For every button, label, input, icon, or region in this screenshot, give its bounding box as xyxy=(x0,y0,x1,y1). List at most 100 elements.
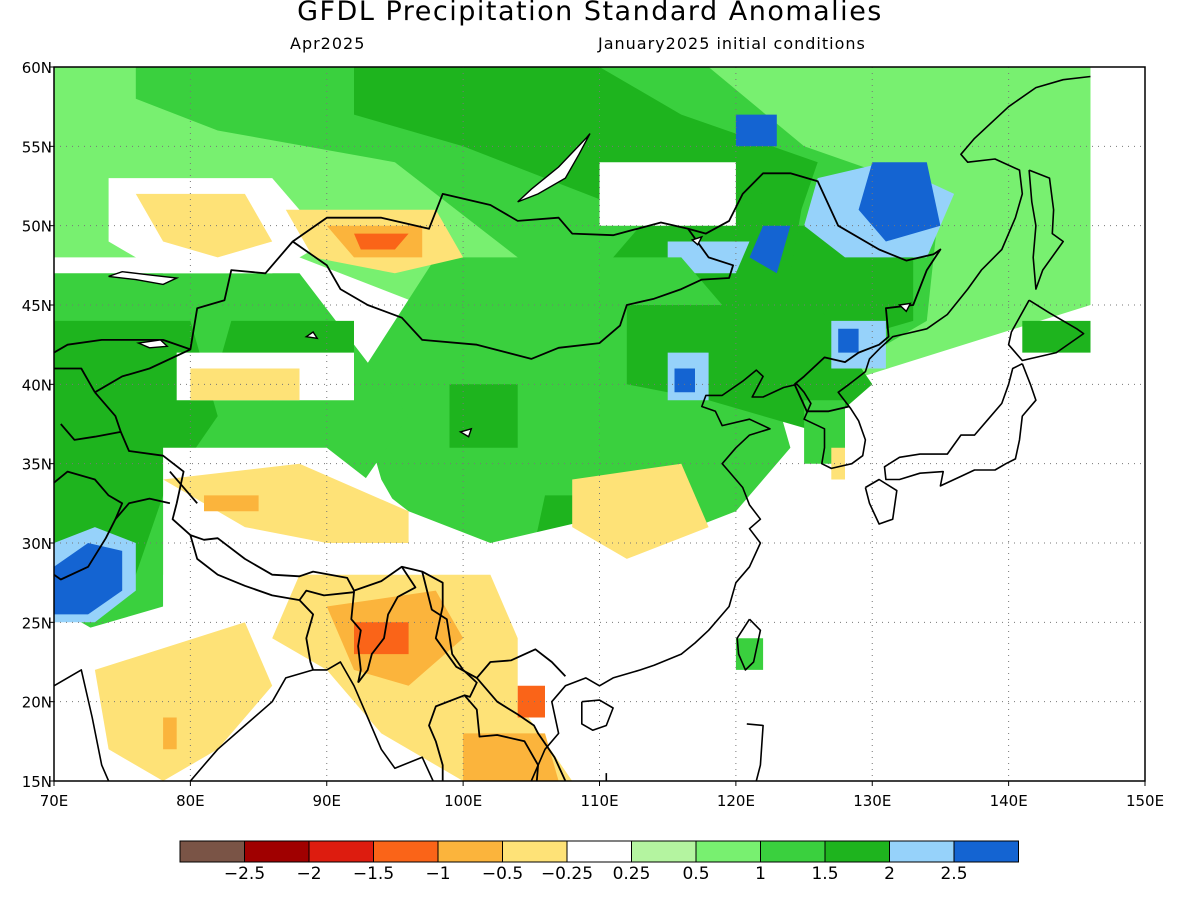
lon-tick-label: 70E xyxy=(40,792,69,810)
anomaly-region xyxy=(204,495,259,512)
colorbar-label: −1.5 xyxy=(353,864,394,884)
colorbar-swatch xyxy=(373,840,439,863)
colorbar: −2.5 −2 −1.5 −1 −0.5 −0.25 0.25 0.5 1 1.5 2 2.5 xyxy=(179,840,1019,884)
colorbar-label: −1 xyxy=(425,864,450,884)
country-border xyxy=(350,592,362,683)
country-border xyxy=(94,172,942,394)
coastline xyxy=(746,723,764,781)
lat-lon-gridlines xyxy=(54,67,1145,781)
lat-tick-label: 25N xyxy=(22,614,52,632)
lon-tick-label: 100E xyxy=(444,792,482,810)
country-border xyxy=(421,571,478,781)
lake-outline xyxy=(690,235,704,246)
coastline xyxy=(1007,299,1085,362)
colorbar-swatch xyxy=(631,840,697,863)
country-border xyxy=(476,677,567,781)
colorbar-swatch xyxy=(179,840,245,863)
initial-conditions: January2025 initial conditions xyxy=(598,34,866,53)
country-border xyxy=(292,228,734,360)
anomaly-region xyxy=(190,368,300,401)
lon-tick-label: 130E xyxy=(853,792,891,810)
colorbar-swatch xyxy=(760,840,826,863)
anomaly-region xyxy=(163,463,409,543)
colorbar-label: −2.5 xyxy=(224,864,265,884)
anomaly-region xyxy=(831,447,845,480)
coastline xyxy=(1028,169,1064,290)
country-border xyxy=(54,367,96,393)
lake-outline xyxy=(304,331,319,340)
anomaly-region xyxy=(449,384,518,448)
lat-tick-label: 55N xyxy=(22,138,52,156)
anomaly-region xyxy=(163,717,177,750)
country-border xyxy=(54,338,191,354)
colorbar-swatch xyxy=(244,840,310,863)
lake-outline xyxy=(458,427,473,438)
coastline xyxy=(189,661,434,781)
coastline xyxy=(530,75,1091,781)
lon-tick-label: 90E xyxy=(312,792,341,810)
lake-outline xyxy=(517,133,591,203)
colorbar-swatch xyxy=(695,840,761,863)
colorbar-label: 0.5 xyxy=(682,864,709,884)
coastline xyxy=(736,618,762,671)
anomaly-region xyxy=(517,685,545,718)
anomaly-region xyxy=(735,114,777,147)
forecast-month: Apr2025 xyxy=(290,34,366,53)
colorbar-label: 1.5 xyxy=(811,864,838,884)
coastlines-and-borders xyxy=(54,75,1091,781)
colorbar-swatch xyxy=(889,840,955,863)
lat-tick-label: 45N xyxy=(22,297,52,315)
colorbar-label: 2.5 xyxy=(940,864,967,884)
lat-tick-label: 40N xyxy=(22,376,52,394)
colorbar-label: −2 xyxy=(296,864,321,884)
colorbar-swatch xyxy=(824,840,890,863)
lat-tick-label: 20N xyxy=(22,694,52,712)
coastline xyxy=(864,478,898,525)
country-border xyxy=(793,383,850,413)
anomaly-region xyxy=(354,622,409,655)
map-plot-area xyxy=(54,67,1145,781)
lake-outline xyxy=(108,270,180,286)
lat-tick-label: 15N xyxy=(22,773,52,791)
country-border xyxy=(298,599,315,671)
lat-tick-label: 35N xyxy=(22,456,52,474)
anomaly-region xyxy=(599,162,736,226)
lon-tick-label: 110E xyxy=(580,792,618,810)
coastline xyxy=(580,699,614,732)
country-border xyxy=(114,497,171,520)
colorbar-swatch xyxy=(566,840,632,863)
lake-outline xyxy=(136,339,169,349)
anomaly-region xyxy=(626,305,873,432)
lon-tick-label: 120E xyxy=(717,792,755,810)
anomaly-region xyxy=(94,622,273,781)
country-border xyxy=(463,694,539,781)
anomaly-region xyxy=(1022,320,1091,353)
lon-tick-label: 80E xyxy=(176,792,205,810)
anomaly-region xyxy=(858,162,941,242)
lon-tick-label: 150E xyxy=(1126,792,1164,810)
lake-outline xyxy=(897,302,912,313)
axis-ticks: 70E 80E 90E 100E 110E 120E 130E 140E 150E 60N 55N 5… xyxy=(22,59,1164,810)
colorbar-swatch xyxy=(502,840,568,863)
anomaly-region xyxy=(572,463,709,559)
country-border xyxy=(169,471,198,504)
anomaly-region xyxy=(463,733,559,781)
lat-tick-label: 50N xyxy=(22,218,52,236)
colorbar-label: −0.5 xyxy=(482,864,523,884)
colorbar-label: 0.25 xyxy=(613,864,651,884)
anomaly-region xyxy=(674,368,695,393)
country-border xyxy=(357,566,417,684)
colorbar-label: 1 xyxy=(755,864,766,884)
anomaly-region xyxy=(54,543,123,615)
anomaly-region xyxy=(838,328,859,353)
colorbar-label: −0.25 xyxy=(541,864,593,884)
anomaly-region xyxy=(749,225,791,274)
country-border xyxy=(60,423,121,441)
coastline xyxy=(54,669,110,781)
country-border xyxy=(54,470,124,581)
anomaly-region xyxy=(354,233,409,250)
colorbar-label: 2 xyxy=(884,864,895,884)
lat-tick-label: 60N xyxy=(22,59,52,77)
country-border xyxy=(94,391,567,679)
